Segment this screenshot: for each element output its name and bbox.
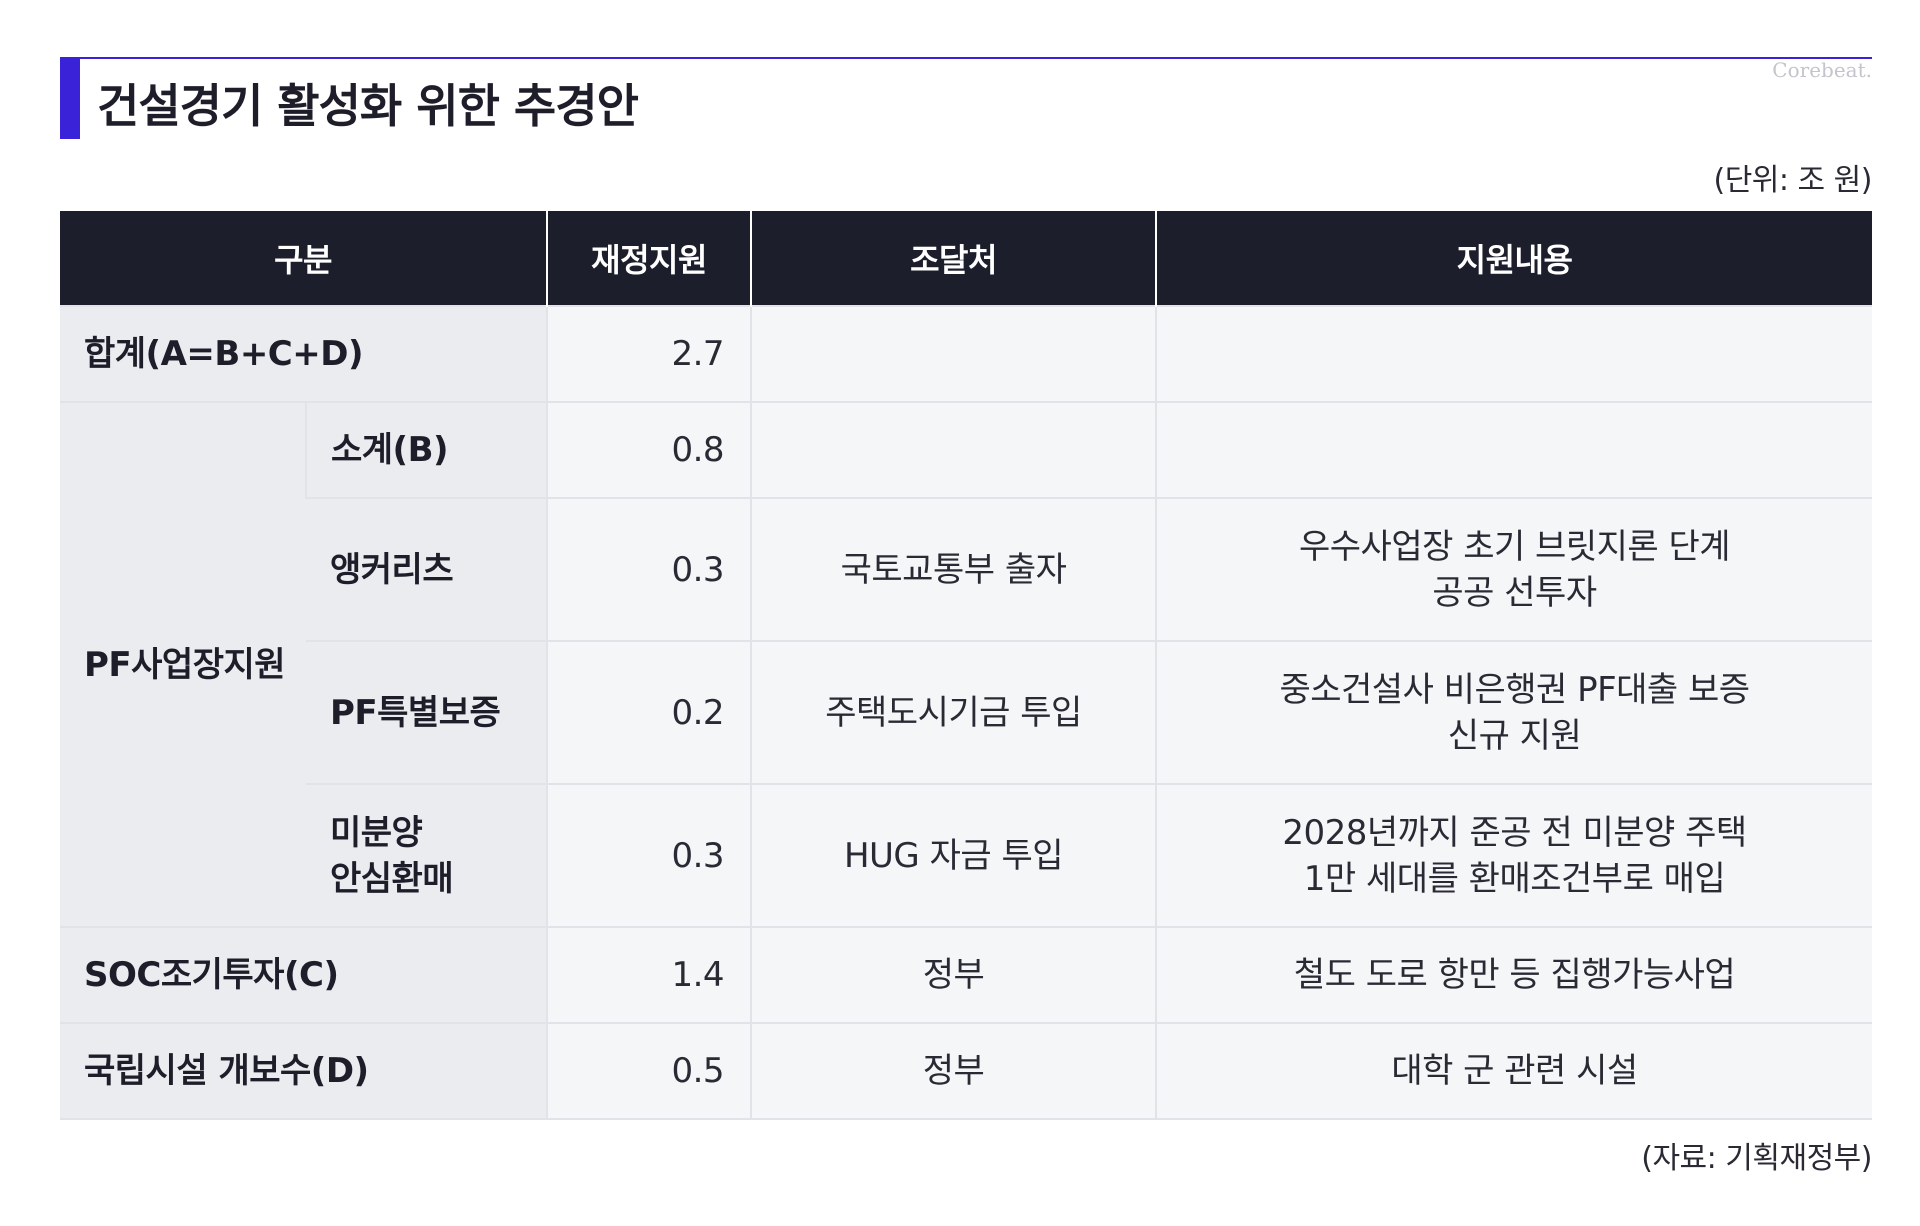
column-header-content: 지원내용: [1155, 211, 1873, 306]
content-pf-guarantee: 중소건설사 비은행권 PF대출 보증 신규 지원: [1155, 640, 1873, 784]
column-header-amount: 재정지원: [546, 211, 752, 306]
table-row-national-facilities: 국립시설 개보수(D) 0.5 정부 대학 군 관련 시설: [60, 1022, 1873, 1120]
content-national-facilities: 대학 군 관련 시설: [1155, 1022, 1873, 1120]
table-row-soc: SOC조기투자(C) 1.4 정부 철도 도로 항만 등 집행가능사업: [60, 926, 1873, 1023]
source-anchor-reits: 국토교통부 출자: [750, 497, 1157, 641]
content-unsold-buyback-line1: 2028년까지 준공 전 미분양 주택: [1282, 812, 1747, 853]
table-row-anchor-reits: 앵커리츠 0.3 국토교통부 출자 우수사업장 초기 브릿지론 단계 공공 선투…: [60, 497, 1873, 641]
content-unsold-buyback-line2: 1만 세대를 환매조건부로 매입: [1303, 858, 1726, 899]
support-table: 구분 재정지원 조달처 지원내용 합계(A=B+C+D) 2.7 PF사업장지원…: [60, 211, 1873, 1120]
source-pf-guarantee: 주택도시기금 투입: [750, 640, 1157, 784]
table-row-pf-subtotal: PF사업장지원 소계(B) 0.8: [60, 401, 1873, 927]
amount-national-facilities: 0.5: [546, 1022, 752, 1120]
source-note: (자료: 기획재정부): [1641, 1141, 1872, 1176]
table-header-row: 구분 재정지원 조달처 지원내용: [60, 211, 1873, 306]
row-label-unsold-buyback-line1: 미분양: [330, 812, 423, 853]
content-anchor-reits: 우수사업장 초기 브릿지론 단계 공공 선투자: [1155, 497, 1873, 641]
column-header-source: 조달처: [750, 211, 1157, 306]
source-national-facilities: 정부: [750, 1022, 1157, 1120]
row-label-unsold-buyback-line2: 안심환매: [330, 858, 454, 899]
source-soc: 정부: [750, 926, 1157, 1023]
page-title: 건설경기 활성화 위한 추경안: [97, 79, 639, 133]
content-unsold-buyback: 2028년까지 준공 전 미분양 주택 1만 세대를 환매조건부로 매입: [1155, 783, 1873, 927]
source-total: [750, 305, 1157, 402]
content-anchor-reits-line1: 우수사업장 초기 브릿지론 단계: [1298, 526, 1731, 567]
row-label-pf-support: PF사업장지원: [60, 401, 306, 927]
row-label-pf-subtotal: 소계(B): [304, 401, 548, 498]
amount-pf-guarantee: 0.2: [546, 640, 752, 784]
amount-anchor-reits: 0.3: [546, 497, 752, 641]
content-pf-guarantee-line2: 신규 지원: [1447, 715, 1582, 756]
brand-watermark: Corebeat.: [1772, 58, 1872, 82]
row-label-pf-guarantee: PF특별보증: [306, 640, 548, 784]
content-pf-subtotal: [1155, 401, 1873, 498]
unit-note: (단위: 조 원): [1713, 163, 1873, 198]
source-pf-subtotal: [750, 401, 1157, 498]
content-soc: 철도 도로 항만 등 집행가능사업: [1155, 926, 1873, 1023]
row-label-soc: SOC조기투자(C): [60, 926, 548, 1023]
row-label-unsold-buyback: 미분양 안심환매: [306, 783, 548, 927]
amount-soc: 1.4: [546, 926, 752, 1023]
title-top-rule: [60, 57, 1872, 59]
row-label-anchor-reits: 앵커리츠: [306, 497, 548, 641]
table-row-total: 합계(A=B+C+D) 2.7: [60, 305, 1873, 402]
row-label-national-facilities: 국립시설 개보수(D): [60, 1022, 548, 1120]
table-row-unsold-buyback: 미분양 안심환매 0.3 HUG 자금 투입 2028년까지 준공 전 미분양 …: [60, 783, 1873, 927]
title-accent-bar: [60, 57, 80, 139]
table-row-pf-guarantee: PF특별보증 0.2 주택도시기금 투입 중소건설사 비은행권 PF대출 보증 …: [60, 640, 1873, 784]
content-pf-guarantee-line1: 중소건설사 비은행권 PF대출 보증: [1279, 669, 1750, 710]
content-anchor-reits-line2: 공공 선투자: [1432, 572, 1597, 613]
amount-total: 2.7: [546, 305, 752, 402]
amount-pf-subtotal: 0.8: [546, 401, 752, 498]
column-header-category: 구분: [60, 211, 548, 306]
row-label-total: 합계(A=B+C+D): [60, 305, 548, 402]
content-total: [1155, 305, 1873, 402]
source-unsold-buyback: HUG 자금 투입: [750, 783, 1157, 927]
amount-unsold-buyback: 0.3: [546, 783, 752, 927]
